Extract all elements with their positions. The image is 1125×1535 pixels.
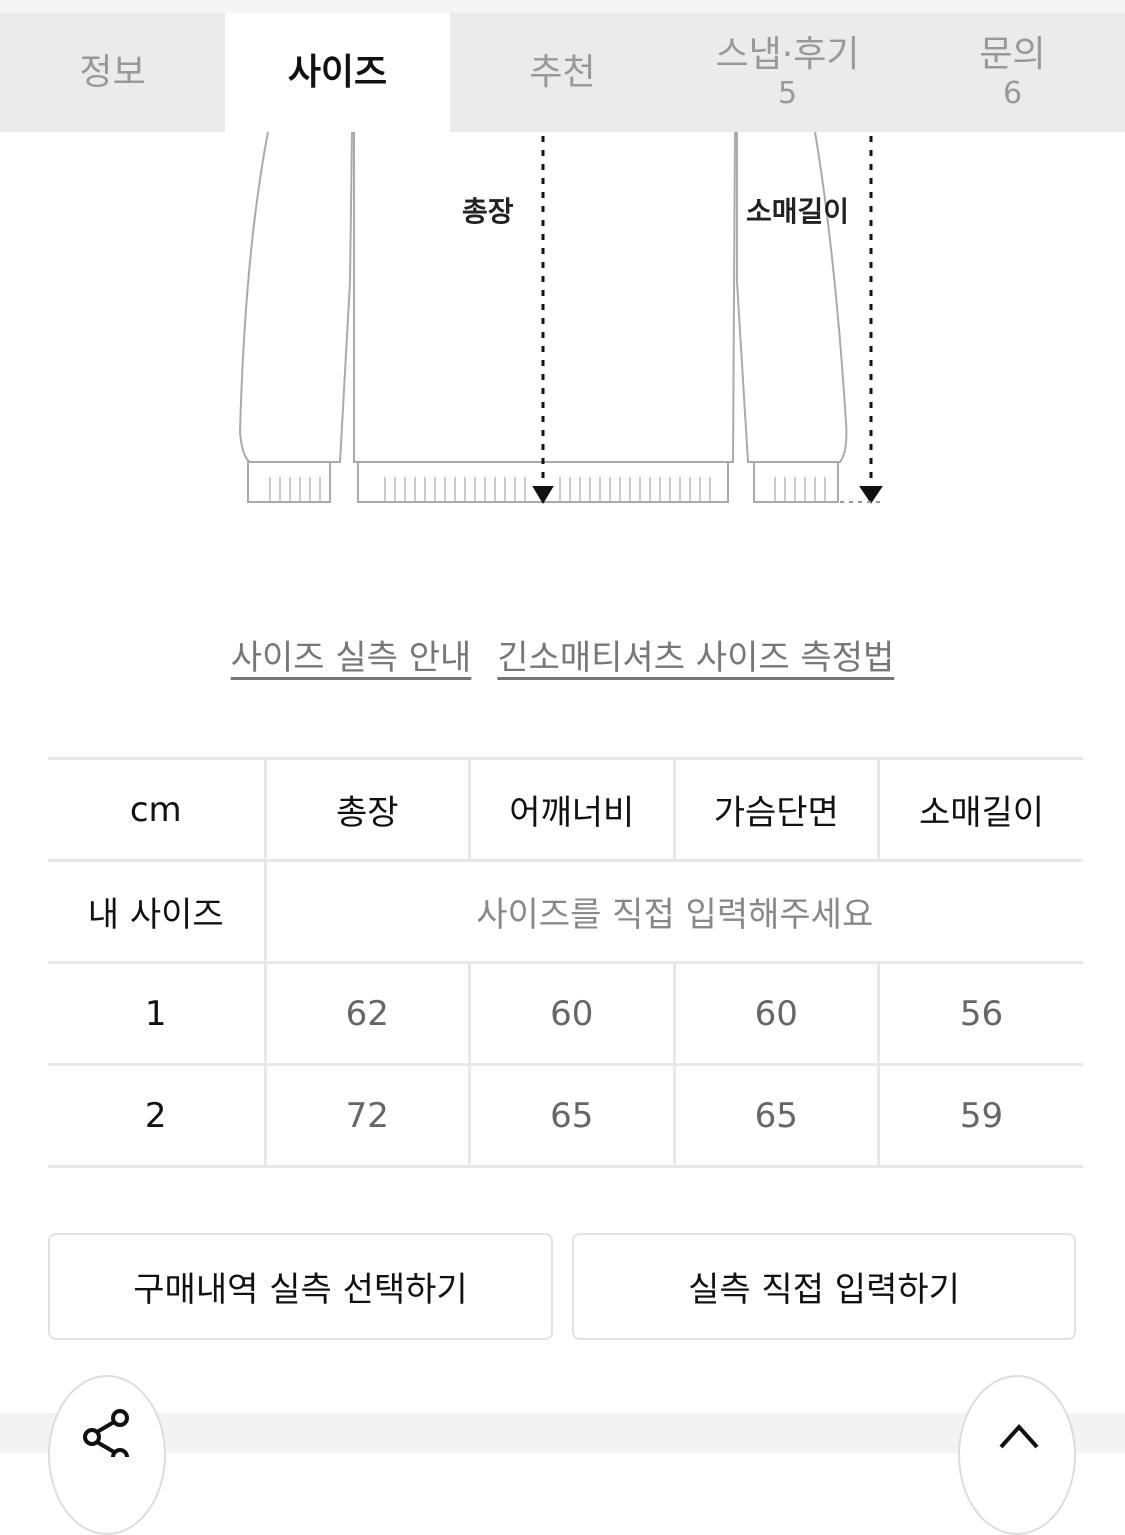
cell: 62 — [263, 961, 470, 1066]
size-label: 1 — [48, 961, 265, 1066]
header-cell: 소매길이 — [877, 757, 1083, 862]
tab-snap-review[interactable]: 스냅·후기 5 — [675, 13, 900, 132]
sleeve-length-label: 소매길이 — [746, 195, 850, 228]
header-cell: cm — [48, 757, 265, 862]
size-diagram: 총장 소매길이 — [0, 131, 1125, 532]
size-table: cm 총장 어깨너비 가슴단면 소매길이 내 사이즈 사이즈를 직접 입력해주세… — [48, 757, 1083, 1168]
cell: 65 — [672, 1063, 879, 1168]
tab-label: 사이즈 — [287, 51, 388, 93]
cell: 56 — [877, 961, 1083, 1066]
header-cell: 가슴단면 — [672, 757, 879, 862]
cell: 60 — [468, 961, 674, 1066]
my-size-row: 내 사이즈 사이즈를 직접 입력해주세요 — [48, 859, 1083, 964]
chevron-up-icon — [999, 1424, 1039, 1449]
tab-label: 스냅·후기 — [715, 33, 860, 75]
share-button[interactable] — [48, 1375, 166, 1535]
table-header-row: cm 총장 어깨너비 가슴단면 소매길이 — [48, 757, 1083, 862]
top-strip — [0, 0, 1125, 13]
size-label: 2 — [48, 1063, 265, 1168]
tab-bar: 정보 사이즈 추천 스냅·후기 5 문의 6 — [0, 13, 1125, 132]
header-cell: 총장 — [263, 757, 470, 862]
table-row: 2 72 65 65 59 — [48, 1063, 1083, 1168]
tab-recommend[interactable]: 추천 — [450, 13, 675, 132]
tab-info[interactable]: 정보 — [0, 13, 225, 132]
size-guide-link[interactable]: 사이즈 실측 안내 — [230, 638, 472, 678]
tab-label: 정보 — [79, 51, 146, 93]
tab-label: 추천 — [529, 51, 596, 93]
scroll-top-button[interactable] — [958, 1375, 1076, 1535]
cell: 59 — [877, 1063, 1083, 1168]
table-row: 1 62 60 60 56 — [48, 961, 1083, 1066]
share-icon — [83, 1409, 129, 1466]
tab-inquiry[interactable]: 문의 6 — [900, 13, 1125, 132]
tab-count: 5 — [777, 76, 798, 112]
header-cell: 어깨너비 — [468, 757, 674, 862]
guide-links: 사이즈 실측 안내 긴소매티셔츠 사이즈 측정법 — [0, 630, 1125, 679]
total-length-label: 총장 — [462, 195, 514, 228]
measure-method-link[interactable]: 긴소매티셔츠 사이즈 측정법 — [497, 638, 895, 678]
tab-count: 6 — [1002, 76, 1023, 112]
tab-label: 문의 — [979, 33, 1046, 75]
bottom-bar — [0, 1413, 1125, 1453]
my-size-input-prompt[interactable]: 사이즈를 직접 입력해주세요 — [263, 859, 1083, 964]
manual-size-input-button[interactable]: 실측 직접 입력하기 — [572, 1233, 1076, 1340]
tab-size[interactable]: 사이즈 — [225, 13, 450, 132]
cell: 60 — [672, 961, 879, 1066]
cell: 65 — [468, 1063, 674, 1168]
cell: 72 — [263, 1063, 470, 1168]
sweatshirt-illustration — [238, 131, 885, 504]
purchase-history-size-button[interactable]: 구매내역 실측 선택하기 — [48, 1233, 553, 1340]
my-size-label: 내 사이즈 — [48, 859, 265, 964]
